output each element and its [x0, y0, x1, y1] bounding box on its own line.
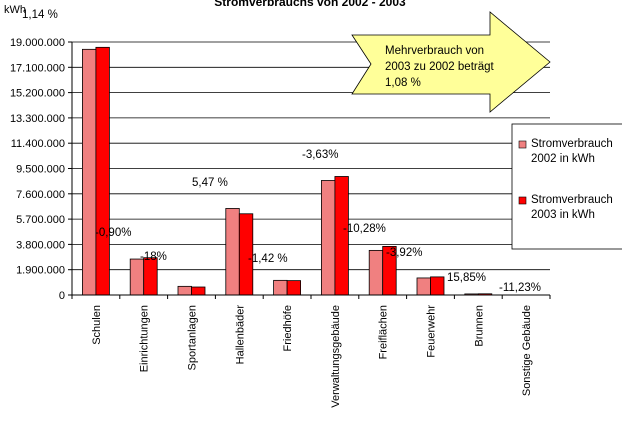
percent-annotation: 15,85%: [447, 272, 486, 284]
y-tick-label: 13.300.000: [10, 113, 65, 125]
callout-text: 1,08 %: [385, 77, 421, 89]
bars: [82, 46, 493, 296]
bar-2002: [82, 48, 97, 296]
callout-text: 2003 zu 2002 beträgt: [385, 61, 495, 73]
percent-annotation: -11,23%: [499, 282, 541, 294]
legend-entry: 2003 in kWh: [531, 209, 595, 221]
percent-annotation: 1,14 %: [22, 9, 58, 21]
category-label: Sportanlagen: [187, 305, 199, 370]
legend-box: [511, 123, 622, 250]
category-labels: Schulen Einrichtungen Sportanlagen Hallenbä…: [91, 305, 533, 408]
legend: Stromverbrauch 2002 in kWh Stromverbrauch 2…: [511, 123, 622, 250]
percent-annotation: -18%: [140, 251, 167, 263]
category-label: Friedhöfe: [282, 305, 294, 351]
callout-arrow: Mehrverbrauch von 2003 zu 2002 beträgt 1,0…: [351, 11, 551, 113]
bar-2003: [334, 176, 349, 296]
percent-annotation: -1,42 %: [248, 253, 288, 265]
bar-2002: [320, 180, 336, 296]
category-label: Verwaltungsgebäude: [330, 305, 342, 408]
y-tick-label: 1.900.000: [16, 265, 65, 277]
y-tick-labels: 0 1.900.000 3.800.000 5.700.000 7.600.000 9.5…: [10, 37, 72, 302]
bar-2003: [143, 257, 158, 296]
bar-2002: [225, 208, 240, 296]
bar-2002: [129, 258, 145, 296]
percent-annotation: 5,47 %: [192, 177, 228, 189]
legend-swatch: [518, 140, 527, 149]
gridlines: [72, 41, 550, 271]
category-label: Freiflächen: [378, 305, 390, 359]
category-label: Sonstige Gebäude: [521, 305, 533, 396]
y-tick-label: 7.600.000: [16, 189, 65, 201]
callout-text: Mehrverbrauch von: [385, 45, 484, 57]
category-label: Feuerwehr: [426, 305, 438, 358]
chart-title: Stromverbrauchs von 2002 - 2003: [214, 0, 406, 9]
bar-2003: [286, 280, 302, 296]
percent-annotation: -3,92%: [386, 247, 422, 259]
callout-arrow-shape: [351, 11, 551, 113]
y-tick-label: 15.200.000: [10, 88, 65, 100]
y-axis-label: kWh: [4, 4, 26, 16]
legend-entry: 2002 in kWh: [531, 153, 595, 165]
y-tick-label: 11.400.000: [11, 138, 65, 150]
bar-2002: [368, 249, 384, 296]
percent-annotations: 1,14 % -0,90% -18% 5,47 % -1,42 % -3,63% -10,2…: [22, 9, 541, 294]
category-label: Brunnen: [473, 305, 485, 347]
bar-2002: [273, 279, 288, 296]
legend-entry: Stromverbrauch: [531, 138, 613, 150]
legend-swatch: [518, 196, 527, 205]
y-tick-label: 5.700.000: [16, 214, 65, 226]
category-label: Einrichtungen: [139, 305, 151, 372]
category-label: Schulen: [91, 305, 103, 345]
bar-2002: [416, 277, 431, 296]
percent-annotation: -3,63%: [302, 149, 338, 161]
legend-entry: Stromverbrauch: [531, 194, 613, 206]
bar-2003: [95, 46, 110, 296]
y-tick-label: 3.800.000: [16, 239, 65, 251]
bar-2003: [430, 276, 445, 296]
percent-annotation: -0,90%: [95, 227, 131, 239]
y-tick-label: 19.000.000: [10, 37, 65, 49]
y-tick-label: 0: [59, 290, 65, 302]
bar-2002: [177, 285, 192, 296]
category-label: Hallenbäder: [234, 305, 246, 365]
percent-annotation: -10,28%: [343, 223, 386, 235]
y-tick-label: 9.500.000: [16, 164, 65, 176]
y-tick-label: 17.100.000: [10, 62, 65, 74]
bar-2003: [191, 286, 206, 296]
